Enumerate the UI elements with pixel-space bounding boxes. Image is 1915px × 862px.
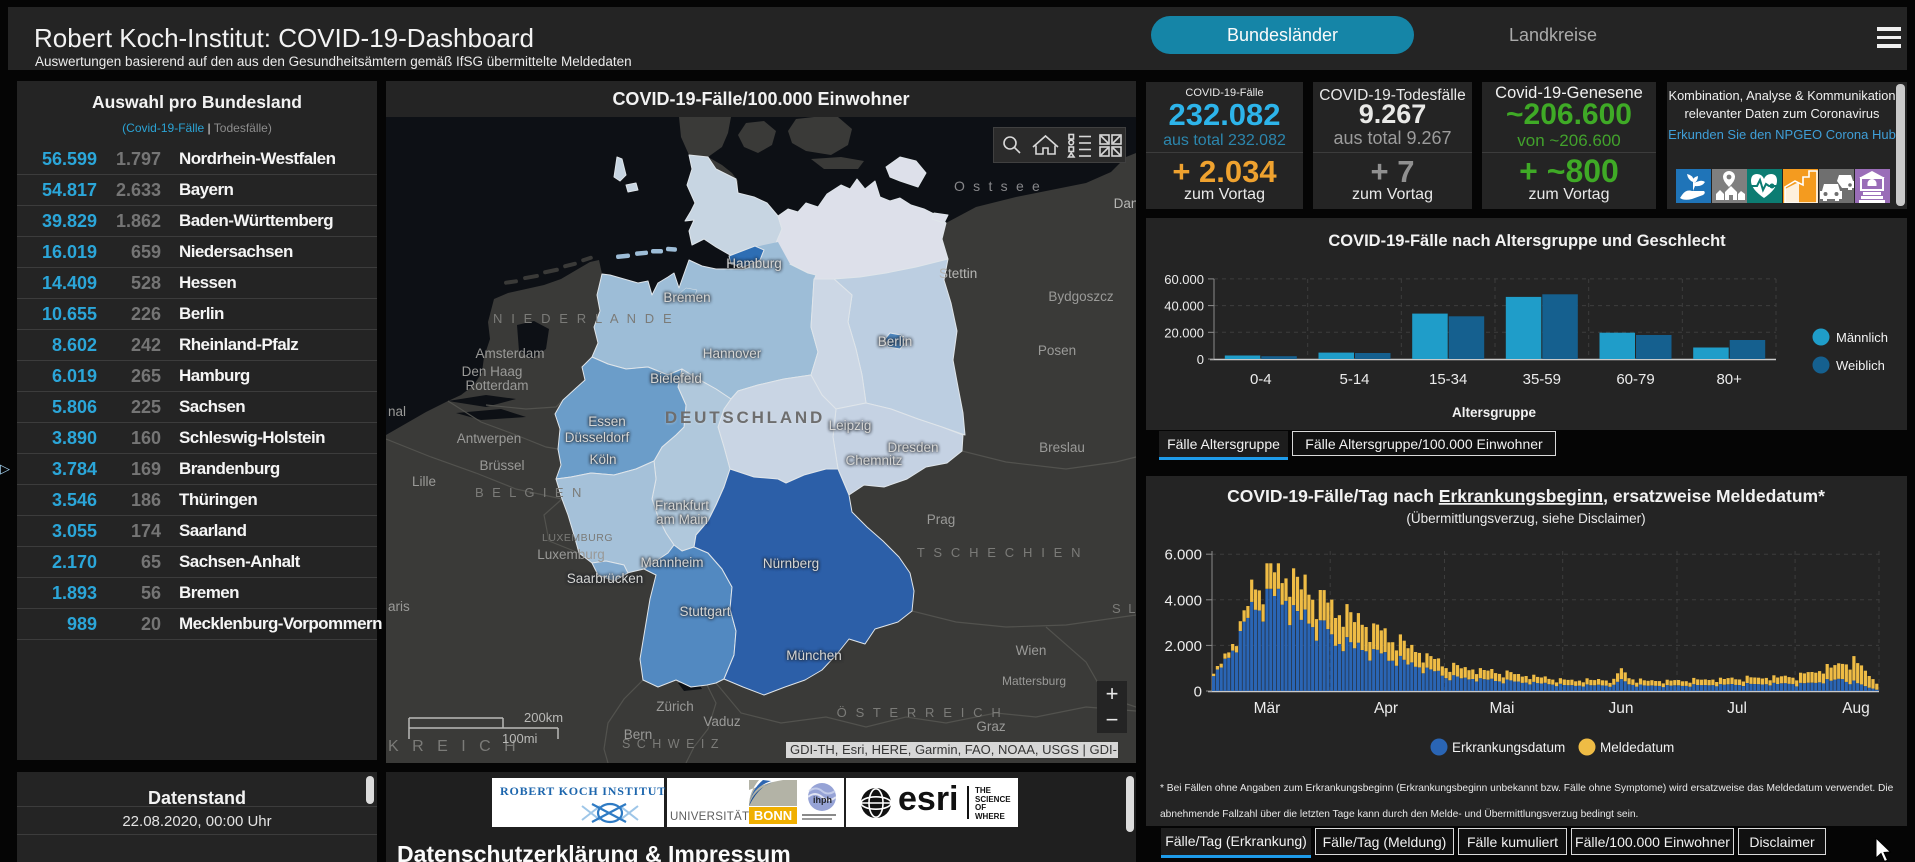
svg-text:* Bei Fällen ohne Angaben zum: * Bei Fällen ohne Angaben zum Erkrankung… bbox=[1160, 783, 1894, 794]
svg-text:München: München bbox=[786, 648, 842, 663]
svg-text:Köln: Köln bbox=[589, 452, 616, 467]
svg-text:Weiblich: Weiblich bbox=[1836, 358, 1885, 373]
svg-text:Nürnberg: Nürnberg bbox=[763, 556, 819, 571]
svg-text:20.000: 20.000 bbox=[1164, 325, 1204, 340]
svg-text:B E L G I E N: B E L G I E N bbox=[475, 485, 584, 500]
svg-text:Dan: Dan bbox=[1114, 196, 1136, 211]
svg-text:Berlin: Berlin bbox=[878, 334, 913, 349]
svg-text:0: 0 bbox=[1194, 684, 1202, 701]
svg-text:T S C H E C H I E N: T S C H E C H I E N bbox=[917, 545, 1083, 560]
svg-text:Bielefeld: Bielefeld bbox=[650, 371, 702, 386]
svg-text:200km: 200km bbox=[524, 710, 563, 725]
svg-text:ihph: ihph bbox=[813, 795, 832, 805]
svg-text:Jul: Jul bbox=[1727, 700, 1747, 717]
svg-text:abnehmende Fallzahl über die l: abnehmende Fallzahl über die letzten Tag… bbox=[1160, 808, 1638, 820]
svg-text:Mai: Mai bbox=[1490, 700, 1515, 717]
svg-text:Aug: Aug bbox=[1842, 700, 1870, 717]
svg-text:Bern: Bern bbox=[624, 727, 653, 742]
svg-text:Dresden: Dresden bbox=[887, 440, 938, 455]
svg-text:Meldedatum: Meldedatum bbox=[1600, 740, 1674, 755]
svg-text:Vaduz: Vaduz bbox=[703, 714, 741, 729]
svg-text:40.000: 40.000 bbox=[1164, 299, 1204, 314]
svg-text:(Übermittlungsverzug, siehe Di: (Übermittlungsverzug, siehe Disclaimer) bbox=[1406, 511, 1645, 526]
svg-text:Bremen: Bremen bbox=[663, 290, 710, 305]
svg-text:Ö S T E R R E I C H: Ö S T E R R E I C H bbox=[837, 705, 1004, 720]
svg-text:Zürich: Zürich bbox=[656, 699, 694, 714]
svg-text:Stettin: Stettin bbox=[939, 266, 977, 281]
svg-text:Rotterdam: Rotterdam bbox=[465, 378, 528, 393]
svg-text:Essen: Essen bbox=[588, 414, 626, 429]
svg-text:Altersgruppe: Altersgruppe bbox=[1452, 405, 1537, 420]
svg-text:Saarbrücken: Saarbrücken bbox=[567, 571, 644, 586]
svg-text:Männlich: Männlich bbox=[1836, 330, 1888, 345]
svg-text:O s t s e e: O s t s e e bbox=[954, 178, 1042, 194]
svg-text:Breslau: Breslau bbox=[1039, 440, 1085, 455]
svg-text:100mi: 100mi bbox=[502, 731, 538, 746]
svg-text:Brüssel: Brüssel bbox=[479, 458, 524, 473]
svg-text:35-59: 35-59 bbox=[1523, 371, 1561, 388]
svg-text:Mär: Mär bbox=[1254, 700, 1281, 717]
svg-text:Lille: Lille bbox=[412, 474, 436, 489]
svg-text:COVID-19-Fälle/Tag nach Erkran: COVID-19-Fälle/Tag nach Erkrankungsbegin… bbox=[1227, 486, 1825, 506]
svg-text:60.000: 60.000 bbox=[1164, 272, 1204, 287]
svg-text:Den Haag: Den Haag bbox=[462, 364, 523, 379]
svg-text:Hannover: Hannover bbox=[703, 346, 762, 361]
svg-text:Apr: Apr bbox=[1374, 700, 1398, 717]
svg-text:Posen: Posen bbox=[1038, 343, 1076, 358]
svg-text:Mannheim: Mannheim bbox=[640, 555, 703, 570]
svg-text:K R E I C H: K R E I C H bbox=[388, 738, 520, 755]
svg-text:Chemnitz: Chemnitz bbox=[845, 453, 902, 468]
svg-text:Frankfurt: Frankfurt bbox=[655, 498, 709, 513]
svg-text:Graz: Graz bbox=[976, 719, 1006, 734]
svg-text:4.000: 4.000 bbox=[1164, 592, 1202, 609]
svg-text:aris: aris bbox=[388, 599, 410, 614]
svg-text:6.000: 6.000 bbox=[1164, 547, 1202, 564]
svg-text:DEUTSCHLAND: DEUTSCHLAND bbox=[665, 408, 825, 427]
svg-text:LUXEMBURG: LUXEMBURG bbox=[542, 532, 613, 544]
svg-text:nal: nal bbox=[388, 404, 406, 419]
svg-text:Mattersburg: Mattersburg bbox=[1002, 674, 1066, 688]
svg-text:Leipzig: Leipzig bbox=[829, 418, 872, 433]
svg-text:S C H W E I Z: S C H W E I Z bbox=[622, 737, 720, 751]
svg-text:15-34: 15-34 bbox=[1429, 371, 1467, 388]
svg-text:80+: 80+ bbox=[1716, 371, 1742, 388]
svg-text:N I E D E R L A N D E: N I E D E R L A N D E bbox=[493, 311, 674, 326]
svg-text:60-79: 60-79 bbox=[1616, 371, 1654, 388]
svg-text:Luxemburg: Luxemburg bbox=[537, 547, 605, 562]
svg-text:Bydgoszcz: Bydgoszcz bbox=[1048, 289, 1114, 304]
svg-text:0: 0 bbox=[1197, 352, 1204, 367]
svg-text:Jun: Jun bbox=[1609, 700, 1634, 717]
svg-text:S L: S L bbox=[1112, 601, 1136, 616]
svg-text:Prag: Prag bbox=[927, 512, 956, 527]
svg-text:Wien: Wien bbox=[1016, 643, 1047, 658]
svg-text:COVID-19-Fälle nach Altersgrup: COVID-19-Fälle nach Altersgruppe und Ges… bbox=[1328, 232, 1726, 250]
svg-text:2.000: 2.000 bbox=[1164, 638, 1202, 655]
svg-text:Düsseldorf: Düsseldorf bbox=[565, 430, 630, 445]
svg-text:5-14: 5-14 bbox=[1339, 371, 1369, 388]
svg-text:Amsterdam: Amsterdam bbox=[475, 346, 544, 361]
svg-text:Hamburg: Hamburg bbox=[726, 256, 782, 271]
svg-text:am Main: am Main bbox=[656, 512, 708, 527]
svg-text:Erkrankungsdatum: Erkrankungsdatum bbox=[1452, 740, 1565, 755]
svg-text:Stuttgart: Stuttgart bbox=[679, 604, 730, 619]
svg-text:0-4: 0-4 bbox=[1250, 371, 1272, 388]
svg-text:Antwerpen: Antwerpen bbox=[457, 431, 522, 446]
